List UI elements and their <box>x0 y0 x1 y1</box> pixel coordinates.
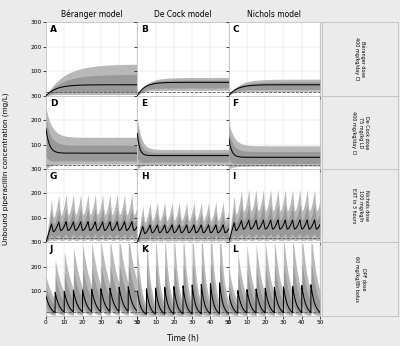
Text: F: F <box>232 99 238 108</box>
Text: L: L <box>232 245 238 254</box>
Text: Unbound piperacillin concentration (mg/L): Unbound piperacillin concentration (mg/L… <box>3 93 9 245</box>
Text: De Cock dose
75 mg/kg LD
400 mg/kg/day CI: De Cock dose 75 mg/kg LD 400 mg/kg/day C… <box>351 111 369 154</box>
Text: H: H <box>141 172 149 181</box>
Text: DPF dose
60 mg/kg/8h bolus: DPF dose 60 mg/kg/8h bolus <box>354 256 366 302</box>
Text: E: E <box>141 99 147 108</box>
Text: D: D <box>50 99 57 108</box>
Text: Nichols model: Nichols model <box>247 10 301 19</box>
Text: Time (h): Time (h) <box>167 334 199 343</box>
Text: Nichols dose
100 mg/kg/h
EXT in 3 hours: Nichols dose 100 mg/kg/h EXT in 3 hours <box>351 188 369 223</box>
Text: G: G <box>50 172 57 181</box>
Text: De Cock model: De Cock model <box>154 10 212 19</box>
Text: K: K <box>141 245 148 254</box>
Text: C: C <box>232 25 239 34</box>
Text: J: J <box>50 245 53 254</box>
Text: Béranger model: Béranger model <box>61 10 122 19</box>
Text: I: I <box>232 172 236 181</box>
Text: Béranger dose
400 mg/kg/day CI: Béranger dose 400 mg/kg/day CI <box>354 37 366 81</box>
Text: B: B <box>141 25 148 34</box>
Text: A: A <box>50 25 57 34</box>
